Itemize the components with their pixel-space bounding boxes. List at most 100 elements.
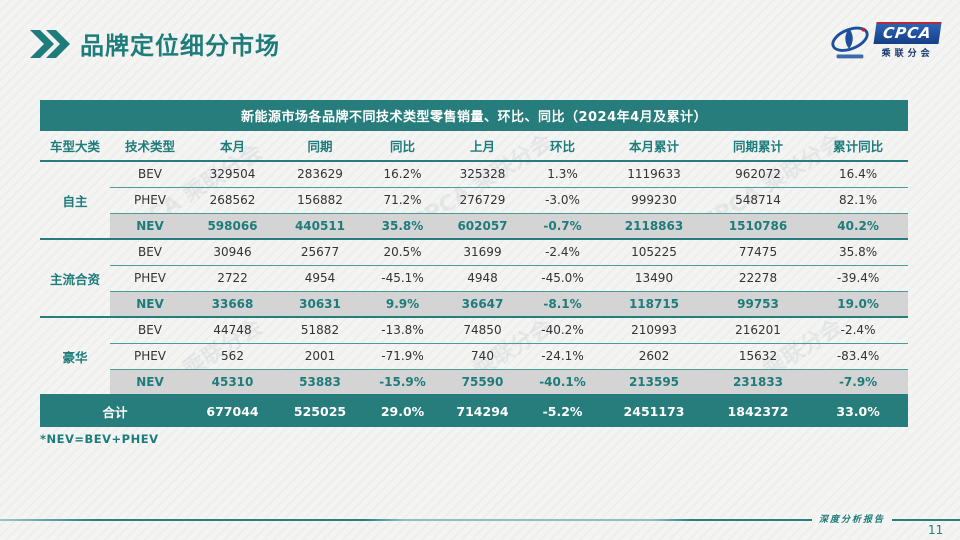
group-label: 自主 (40, 160, 110, 239)
table-cell: -0.7% (525, 212, 600, 239)
table-cell: 329504 (190, 160, 275, 187)
table-cell: 325328 (440, 160, 525, 187)
column-header: 本月 (190, 131, 275, 162)
table-cell: 45310 (190, 368, 275, 395)
column-header: 上月 (440, 131, 525, 162)
table-cell: 714294 (440, 394, 525, 427)
table-cell: 440511 (275, 212, 365, 239)
table-row: 豪华 BEV 44748 51882 -13.8% 74850 -40.2% 2… (40, 316, 909, 395)
table-cell: 22278 (708, 264, 808, 291)
table-cell: 30631 (275, 290, 365, 317)
page-number: 11 (928, 523, 944, 537)
table-cell: -15.9% (365, 368, 440, 395)
table-row: PHEV 562 2001 -71.9% 740 -24.1% 2602 156… (40, 342, 909, 369)
column-header: 本月累计 (600, 131, 708, 162)
table-cell: 35.8% (365, 212, 440, 239)
table-footnote: *NEV=BEV+PHEV (40, 432, 159, 446)
table-cell: 213595 (600, 368, 708, 395)
group-label: 豪华 (40, 316, 110, 395)
table-cell: -8.1% (525, 290, 600, 317)
table-row: PHEV 2722 4954 -45.1% 4948 -45.0% 13490 … (40, 264, 909, 291)
table-cell: 740 (440, 342, 525, 369)
table-cell: -13.8% (365, 316, 440, 343)
table-cell: 53883 (275, 368, 365, 395)
table-cell: NEV (110, 290, 190, 317)
table-cell: 999230 (600, 186, 708, 213)
table-cell: PHEV (110, 264, 190, 291)
cpca-logo: CPCA 乘联分会 (829, 22, 942, 66)
table-cell: -5.2% (525, 394, 600, 427)
table-cell: 51882 (275, 316, 365, 343)
table-cell: 525025 (275, 394, 365, 427)
cpca-swoosh-icon (831, 26, 869, 59)
table-cell: 2118863 (600, 212, 708, 239)
table-cell: 562 (190, 342, 275, 369)
table-row: NEV 45310 53883 -15.9% 75590 -40.1% 2135… (40, 368, 909, 395)
slide-header: 品牌定位细分市场 (30, 26, 280, 61)
table-cell: 99753 (708, 290, 808, 317)
column-header: 环比 (525, 131, 600, 162)
table-cell: 2602 (600, 342, 708, 369)
table-title-row: 新能源市场各品牌不同技术类型零售销量、环比、同比（2024年4月及累计） (40, 100, 909, 131)
table-cell: 16.2% (365, 160, 440, 187)
table-cell: 31699 (440, 238, 525, 265)
table-cell: 13490 (600, 264, 708, 291)
table-row: PHEV 268562 156882 71.2% 276729 -3.0% 99… (40, 186, 909, 213)
table-cell: 210993 (600, 316, 708, 343)
page-title: 品牌定位细分市场 (80, 32, 280, 60)
table-cell: -71.9% (365, 342, 440, 369)
table-cell: 602057 (440, 212, 525, 239)
table-cell: 216201 (708, 316, 808, 343)
table-cell: 962072 (708, 160, 808, 187)
double-chevron-icon (30, 29, 70, 58)
table-cell: 2722 (190, 264, 275, 291)
table-cell: 1.3% (525, 160, 600, 187)
table-cell: 75590 (440, 368, 525, 395)
table-cell: -40.2% (525, 316, 600, 343)
cpca-subtitle: 乘联分会 (881, 49, 934, 60)
table-cell: -83.4% (808, 342, 909, 369)
table-cell: PHEV (110, 186, 190, 213)
table-cell: 598066 (190, 212, 275, 239)
table-cell: 156882 (275, 186, 365, 213)
table-cell: 30946 (190, 238, 275, 265)
column-header: 累计同比 (808, 131, 909, 162)
column-header: 同期 (275, 131, 365, 162)
table-cell: 105225 (600, 238, 708, 265)
table-cell: 25677 (275, 238, 365, 265)
table-cell: 40.2% (808, 212, 909, 239)
table-cell: -40.1% (525, 368, 600, 395)
table-cell: 77475 (708, 238, 808, 265)
footer-report-label: 深度分析报告 (812, 512, 892, 525)
table-cell: 20.5% (365, 238, 440, 265)
table-cell: 36647 (440, 290, 525, 317)
table-cell: 268562 (190, 186, 275, 213)
table-cell: BEV (110, 160, 190, 187)
footer-divider (0, 519, 960, 521)
column-header: 同期累计 (708, 131, 808, 162)
table-cell: 1510786 (708, 212, 808, 239)
table-row: NEV 33668 30631 9.9% 36647 -8.1% 118715 … (40, 290, 909, 317)
table-total-row: 合计 677044 525025 29.0% 714294 -5.2% 2451… (40, 394, 909, 427)
table-cell: -7.9% (808, 368, 909, 395)
column-header: 技术类型 (110, 131, 190, 162)
table-cell: -45.1% (365, 264, 440, 291)
table-cell: 82.1% (808, 186, 909, 213)
table-cell: NEV (110, 212, 190, 239)
table-header-row: 车型大类 技术类型 本月 同期 同比 上月 环比 本月累计 同期累计 累计同比 (40, 131, 909, 162)
table-cell: 548714 (708, 186, 808, 213)
table-row: NEV 598066 440511 35.8% 602057 -0.7% 211… (40, 212, 909, 239)
table-cell: 33.0% (808, 394, 909, 427)
table-cell: 35.8% (808, 238, 909, 265)
table-cell: 16.4% (808, 160, 909, 187)
table-cell: -3.0% (525, 186, 600, 213)
table-cell: BEV (110, 238, 190, 265)
group-label: 主流合资 (40, 238, 110, 317)
table-cell: -2.4% (808, 316, 909, 343)
table-cell: -24.1% (525, 342, 600, 369)
table-cell: 677044 (190, 394, 275, 427)
table-cell: 276729 (440, 186, 525, 213)
table-cell: 15632 (708, 342, 808, 369)
table-cell: 33668 (190, 290, 275, 317)
table-row: 主流合资 BEV 30946 25677 20.5% 31699 -2.4% 1… (40, 238, 909, 317)
